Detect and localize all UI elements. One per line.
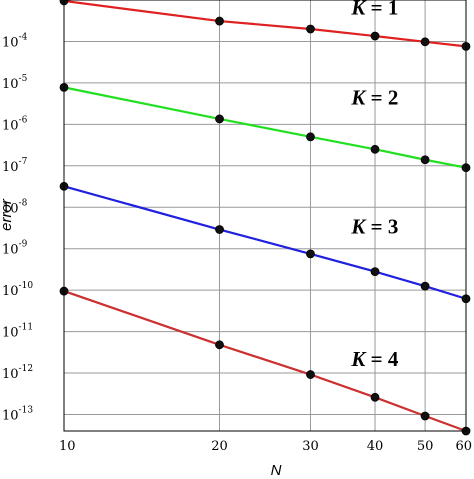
- data-point-k4: [306, 370, 315, 379]
- series-label-k4: K = 4: [350, 347, 398, 371]
- series-line-k3: [62, 185, 468, 300]
- y-tick-label: 10-5: [2, 74, 28, 92]
- x-tick-label: 60: [455, 439, 472, 454]
- grid-lines: [63, 0, 467, 431]
- x-tick-label: 50: [417, 439, 434, 454]
- y-tick-label: 10-12: [2, 364, 33, 382]
- series-line-k1: [62, 0, 468, 48]
- data-point-k1: [215, 16, 224, 26]
- y-tick-label: 10-13: [2, 406, 33, 424]
- x-tick-label: 40: [367, 439, 384, 454]
- data-point-k2: [215, 114, 224, 124]
- y-tick-label: 10-8: [2, 198, 28, 216]
- y-tick-label: 10-11: [2, 323, 33, 341]
- y-tick-label: 10-6: [2, 115, 28, 133]
- data-point-k3: [420, 281, 430, 291]
- data-point-k3: [370, 267, 380, 277]
- data-point-k1: [370, 31, 380, 41]
- data-point-k2: [370, 144, 380, 154]
- series-label-k1: K = 1: [350, 0, 398, 19]
- data-point-k2: [306, 132, 315, 142]
- data-point-k3: [215, 225, 224, 234]
- y-tick-label: 10-7: [2, 157, 28, 175]
- data-point-k2: [420, 155, 430, 165]
- data-point-k4: [215, 340, 224, 350]
- y-tick-label: 10-4: [2, 32, 28, 50]
- data-point-k3: [306, 249, 315, 259]
- series-label-k2: K = 2: [350, 86, 398, 110]
- series-line-k4: [62, 289, 468, 433]
- data-point-k1: [420, 37, 430, 47]
- series-lines: [62, 0, 468, 433]
- data-markers: [59, 0, 471, 436]
- data-point-k4: [370, 392, 380, 402]
- series-labels: K = 1 K = 2 K = 3 K = 4: [350, 0, 398, 371]
- series-label-k3: K = 3: [350, 215, 398, 239]
- x-tick-label: 30: [302, 439, 319, 454]
- x-tick-label: 20: [211, 439, 228, 454]
- tick-labels: 10 20 30 40 50 60 10-4 10-5 10-6 10-7 10-8 10-9 10-1…: [2, 32, 472, 454]
- data-point-k1: [306, 24, 315, 34]
- series-line-k2: [62, 86, 468, 169]
- y-tick-label: 10-9: [2, 240, 28, 258]
- y-tick-label: 10-10: [2, 281, 33, 299]
- data-point-k4: [420, 411, 430, 421]
- y-axis-label: error: [0, 198, 15, 231]
- x-axis-label: N: [271, 462, 282, 479]
- x-tick-label: 10: [59, 439, 76, 454]
- plot-frame: [63, 0, 467, 432]
